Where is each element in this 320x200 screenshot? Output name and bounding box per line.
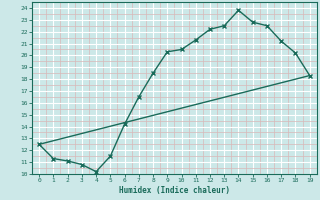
- X-axis label: Humidex (Indice chaleur): Humidex (Indice chaleur): [119, 186, 230, 195]
